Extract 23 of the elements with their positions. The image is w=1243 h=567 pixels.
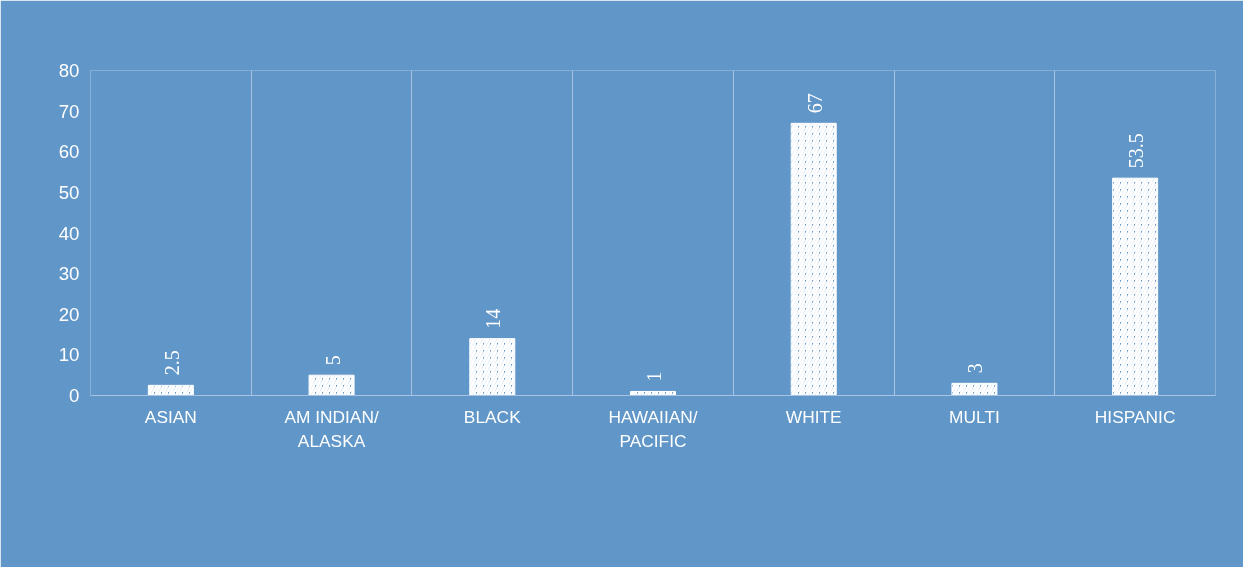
- y-tick-label: 30: [58, 263, 80, 285]
- x-tick-label: HAWAIIAN/ PACIFIC: [608, 406, 698, 451]
- data-label: 53.5: [1125, 133, 1148, 169]
- y-tick-label: 50: [58, 181, 80, 203]
- data-label: 14: [482, 308, 505, 329]
- data-label: 67: [803, 93, 826, 114]
- y-tick-label: 60: [58, 141, 80, 163]
- y-tick-label: 0: [69, 385, 80, 406]
- x-tick-label: AM INDIAN/ ALASKA: [284, 406, 379, 451]
- x-tick-label: HISPANIC: [1094, 406, 1176, 427]
- x-tick-label: BLACK: [463, 406, 522, 427]
- y-tick-label: 40: [58, 222, 80, 244]
- y-tick-label: 70: [58, 100, 80, 122]
- y-tick-label: 80: [58, 60, 80, 81]
- data-label: 2.5: [160, 350, 183, 376]
- data-label: 5: [321, 355, 344, 366]
- x-tick-label: WHITE: [785, 406, 842, 427]
- data-label: 3: [964, 363, 987, 374]
- data-label: 1: [643, 371, 665, 382]
- y-tick-label: 20: [58, 303, 80, 325]
- x-tick-label: MULTI: [949, 406, 1000, 427]
- x-tick-label: ASIAN: [144, 406, 197, 427]
- y-tick-label: 10: [58, 344, 80, 366]
